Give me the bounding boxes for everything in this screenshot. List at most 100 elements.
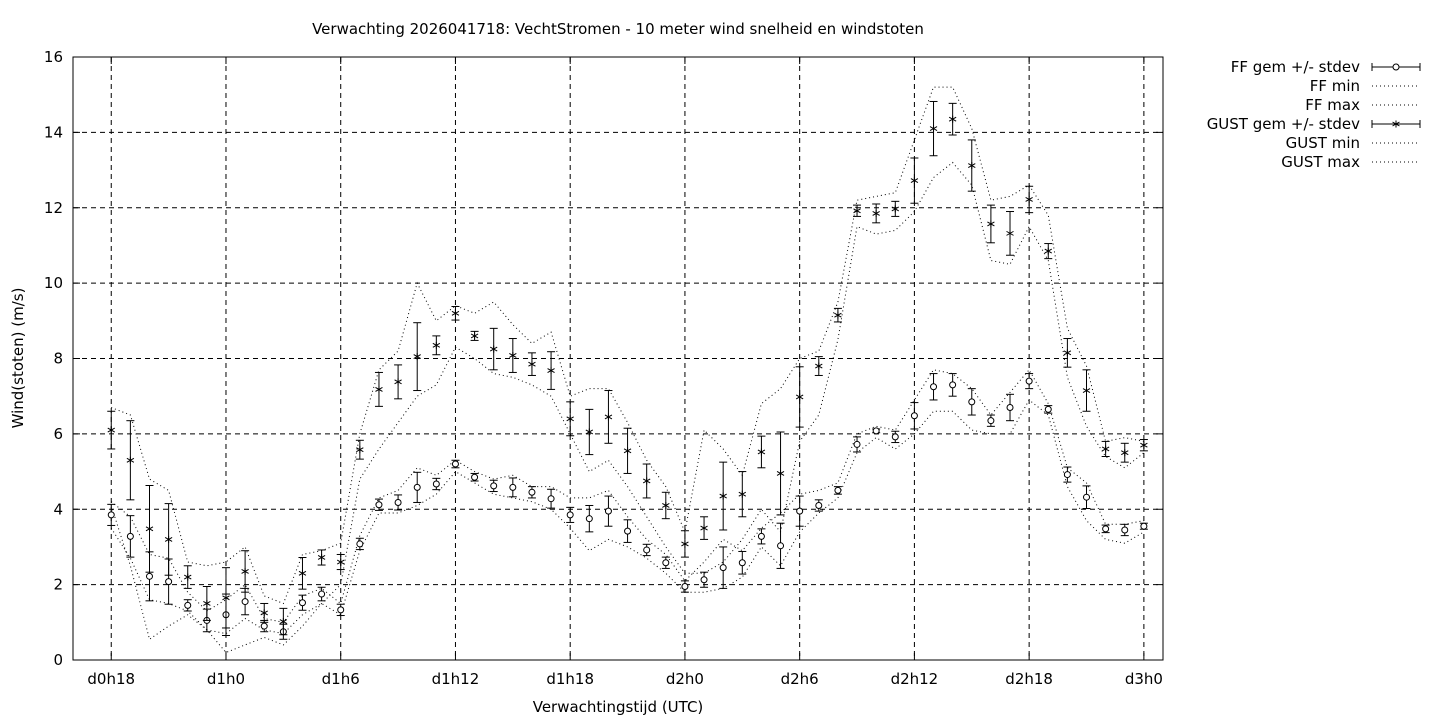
ff-marker xyxy=(796,507,804,515)
ff-marker xyxy=(1025,377,1033,385)
ff-marker xyxy=(930,383,938,391)
gust-marker xyxy=(1121,450,1129,456)
ff-point xyxy=(413,471,422,503)
y-tick-label: 0 xyxy=(53,651,63,669)
legend-sample-marker xyxy=(1392,121,1400,127)
x-tick-label: d2h18 xyxy=(1005,670,1053,688)
ff-marker xyxy=(165,578,173,586)
ff-point xyxy=(757,528,766,545)
ff-point xyxy=(183,599,192,612)
gust-point xyxy=(757,435,766,469)
legend-item: FF gem +/- stdev xyxy=(1231,58,1421,76)
gust-marker xyxy=(394,379,402,385)
gust-marker xyxy=(1140,442,1148,448)
ff-point xyxy=(107,503,116,526)
ff-point xyxy=(948,373,957,397)
gust-point xyxy=(853,204,862,217)
ff-point xyxy=(661,556,670,569)
ff-point xyxy=(604,495,613,527)
ff-point xyxy=(1006,393,1015,422)
ff-point xyxy=(700,571,709,588)
gust-marker xyxy=(795,394,804,400)
ff-marker xyxy=(719,564,727,572)
y-tick-label: 4 xyxy=(53,500,63,518)
legend-label: GUST max xyxy=(1281,153,1360,171)
ff-marker xyxy=(471,473,479,481)
ff-marker xyxy=(451,460,459,468)
ff-point xyxy=(910,402,919,430)
gust-marker xyxy=(948,116,957,122)
gust-point xyxy=(833,307,842,323)
ff-point xyxy=(795,495,804,527)
x-tick-label: d1h6 xyxy=(322,670,360,688)
gust-marker xyxy=(356,447,364,453)
ff-marker xyxy=(145,572,153,580)
ff-point xyxy=(336,603,345,617)
gust-point xyxy=(661,491,670,520)
ff-marker xyxy=(643,546,651,554)
gust-point xyxy=(164,503,173,576)
x-tick-label: d1h0 xyxy=(207,670,245,688)
gust-marker xyxy=(891,206,900,212)
ff-point xyxy=(1082,485,1091,509)
legend-item: GUST gem +/- stdev xyxy=(1207,115,1421,133)
gust-point xyxy=(317,549,326,566)
ff-point xyxy=(241,587,250,616)
gust-point xyxy=(814,356,823,376)
gust-point xyxy=(1044,243,1053,260)
ff-marker xyxy=(298,599,306,607)
ff-marker xyxy=(413,483,421,491)
gust-marker xyxy=(700,525,708,531)
legend-label: GUST min xyxy=(1286,134,1360,152)
ff-marker xyxy=(107,511,115,519)
gust-point xyxy=(680,530,689,558)
gust-point xyxy=(394,364,403,400)
gust-marker xyxy=(413,354,421,360)
gust-marker xyxy=(662,503,670,508)
gust-point xyxy=(145,485,154,573)
gust-point xyxy=(910,157,919,204)
gust-marker xyxy=(126,457,135,463)
gust-marker xyxy=(1063,350,1072,356)
gust-marker xyxy=(719,493,727,499)
gust-marker xyxy=(279,619,288,624)
ff-point xyxy=(872,427,881,435)
gust-marker xyxy=(547,368,555,373)
gust-point xyxy=(489,327,498,371)
ff-point xyxy=(355,537,364,551)
gust-point xyxy=(795,366,804,428)
ff-marker xyxy=(757,532,765,540)
gust-marker xyxy=(509,353,517,358)
legend-item: FF max xyxy=(1305,96,1420,114)
ff-marker xyxy=(1102,525,1110,533)
ff-point xyxy=(527,486,536,499)
gust-point xyxy=(508,338,517,373)
y-axis-label: Wind(stoten) (m/s) xyxy=(9,288,27,429)
ff-marker xyxy=(241,598,249,606)
chart-title: Verwachting 2026041718: VechtStromen - 1… xyxy=(312,20,924,38)
y-tick-label: 6 xyxy=(53,425,63,443)
series-line-1 xyxy=(110,399,1145,635)
gust-marker xyxy=(910,178,919,184)
ff-marker xyxy=(700,576,708,584)
x-tick-label: d0h18 xyxy=(87,670,135,688)
ff-marker xyxy=(1140,522,1148,530)
legend-label: FF max xyxy=(1305,96,1360,114)
gust-marker xyxy=(164,536,173,542)
gust-point xyxy=(547,351,556,390)
ff-point xyxy=(298,594,307,611)
series-line-5 xyxy=(111,86,1144,605)
x-tick-label: d1h18 xyxy=(546,670,594,688)
ff-marker xyxy=(432,480,440,488)
ff-marker xyxy=(872,427,880,435)
legend-label: GUST gem +/- stdev xyxy=(1207,115,1360,133)
ff-point xyxy=(1044,405,1053,414)
ff-point xyxy=(986,414,995,427)
gust-marker xyxy=(241,569,249,574)
ff-point xyxy=(1025,373,1034,390)
gust-point xyxy=(336,553,345,571)
gust-point xyxy=(872,203,881,224)
ff-marker xyxy=(777,542,785,550)
gust-point xyxy=(700,516,709,540)
